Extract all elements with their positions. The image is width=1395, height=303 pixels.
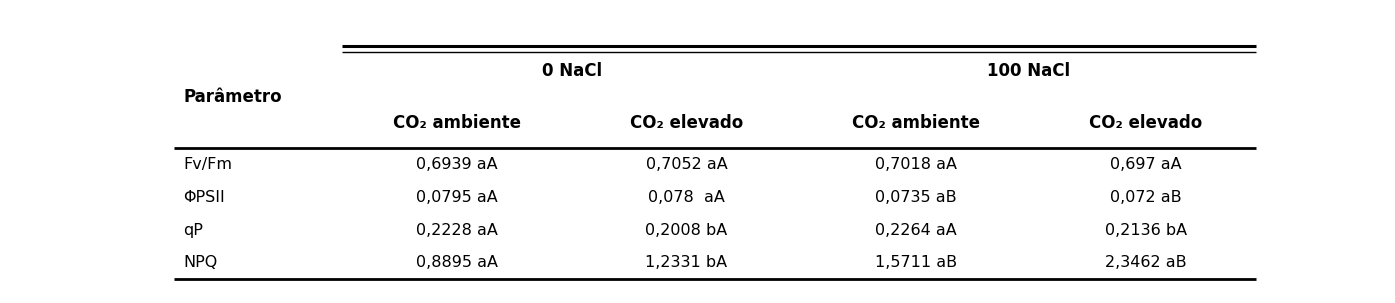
Text: ΦPSII: ΦPSII — [183, 190, 225, 205]
Text: 0,078  aA: 0,078 aA — [649, 190, 725, 205]
Text: 1,2331 bA: 1,2331 bA — [646, 255, 728, 270]
Text: 2,3462 aB: 2,3462 aB — [1105, 255, 1187, 270]
Text: Fv/Fm: Fv/Fm — [183, 157, 232, 172]
Text: 1,5711 aB: 1,5711 aB — [875, 255, 957, 270]
Text: 0,2008 bA: 0,2008 bA — [646, 222, 728, 238]
Text: 0,2136 bA: 0,2136 bA — [1105, 222, 1187, 238]
Text: 0,7018 aA: 0,7018 aA — [875, 157, 957, 172]
Text: 100 NaCl: 100 NaCl — [986, 62, 1070, 80]
Text: 0,7052 aA: 0,7052 aA — [646, 157, 727, 172]
Text: CO₂ ambiente: CO₂ ambiente — [852, 114, 981, 132]
Text: 0,2228 aA: 0,2228 aA — [416, 222, 498, 238]
Text: 0,8895 aA: 0,8895 aA — [416, 255, 498, 270]
Text: CO₂ elevado: CO₂ elevado — [631, 114, 744, 132]
Text: 0 NaCl: 0 NaCl — [541, 62, 601, 80]
Text: 0,0735 aB: 0,0735 aB — [876, 190, 957, 205]
Text: 0,697 aA: 0,697 aA — [1110, 157, 1182, 172]
Text: CO₂ elevado: CO₂ elevado — [1089, 114, 1202, 132]
Text: Parâmetro: Parâmetro — [183, 88, 282, 106]
Text: 0,072 aB: 0,072 aB — [1110, 190, 1182, 205]
Text: 0,0795 aA: 0,0795 aA — [416, 190, 498, 205]
Text: qP: qP — [183, 222, 202, 238]
Text: 0,2264 aA: 0,2264 aA — [876, 222, 957, 238]
Text: 0,6939 aA: 0,6939 aA — [416, 157, 498, 172]
Text: NPQ: NPQ — [183, 255, 218, 270]
Text: CO₂ ambiente: CO₂ ambiente — [393, 114, 520, 132]
